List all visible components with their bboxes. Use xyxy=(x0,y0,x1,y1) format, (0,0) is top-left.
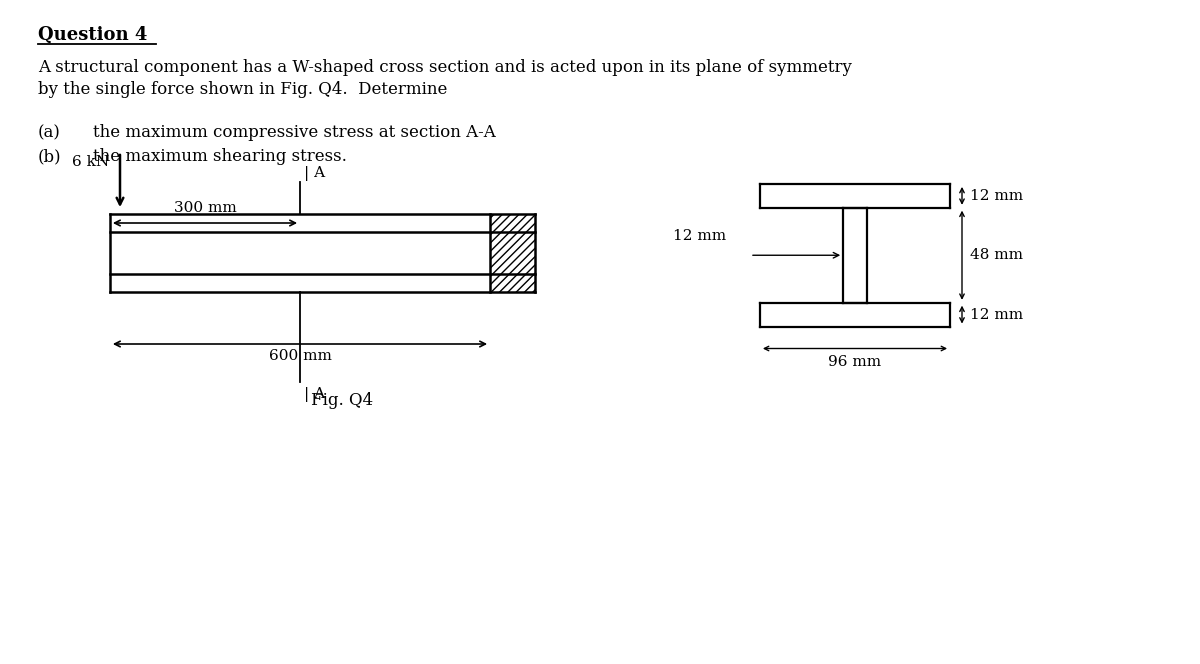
Text: (b): (b) xyxy=(38,148,61,165)
Text: (a): (a) xyxy=(38,124,61,141)
Text: Question 4: Question 4 xyxy=(38,26,148,44)
Text: the maximum shearing stress.: the maximum shearing stress. xyxy=(94,148,347,165)
Text: 300 mm: 300 mm xyxy=(174,201,236,215)
Text: 12 mm: 12 mm xyxy=(673,229,726,243)
Text: 12 mm: 12 mm xyxy=(970,307,1024,321)
Text: by the single force shown in Fig. Q4.  Determine: by the single force shown in Fig. Q4. De… xyxy=(38,81,448,98)
Text: the maximum compressive stress at section A-A: the maximum compressive stress at sectio… xyxy=(94,124,496,141)
Text: | A: | A xyxy=(304,166,325,181)
Text: 6 kN: 6 kN xyxy=(72,155,109,169)
Text: 12 mm: 12 mm xyxy=(970,189,1024,203)
Text: Fig. Q4: Fig. Q4 xyxy=(312,392,373,409)
Text: 48 mm: 48 mm xyxy=(970,248,1022,262)
Text: A structural component has a W-shaped cross section and is acted upon in its pla: A structural component has a W-shaped cr… xyxy=(38,59,852,76)
Bar xyxy=(490,214,535,292)
Text: | A: | A xyxy=(304,387,325,402)
Text: 96 mm: 96 mm xyxy=(828,355,882,369)
Text: 600 mm: 600 mm xyxy=(269,349,331,363)
